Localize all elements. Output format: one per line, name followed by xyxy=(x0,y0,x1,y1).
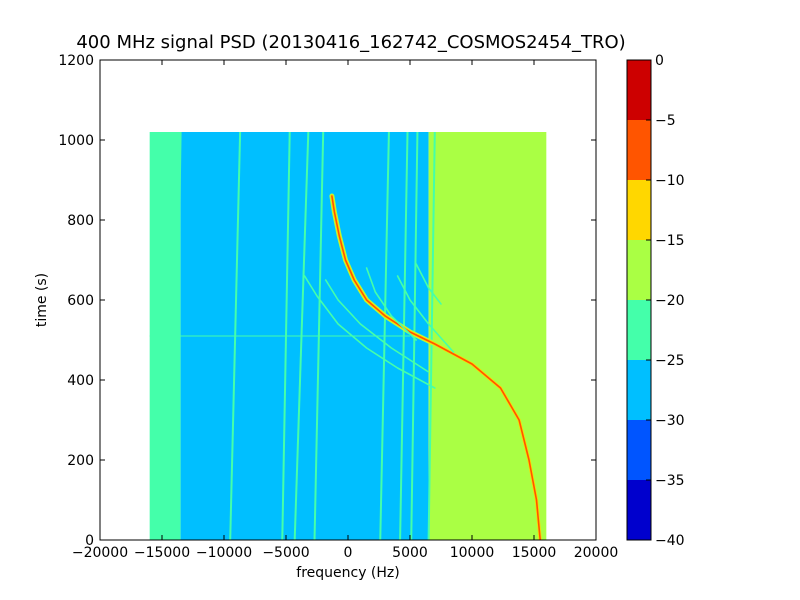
x-tick-label: 0 xyxy=(344,545,353,561)
colorbar-level xyxy=(627,360,651,420)
y-axis-label: time (s) xyxy=(34,273,50,327)
y-axis: 0 200 400 600 800 1000 1200 xyxy=(58,53,596,549)
x-tick-label: −10000 xyxy=(196,545,252,561)
chart-title: 400 MHz signal PSD (20130416_162742_COSM… xyxy=(76,32,625,53)
x-axis: −20000 −15000 −10000 −5000 0 5000 10000 15000 20… xyxy=(72,60,618,561)
colorbar-tick-label: −40 xyxy=(655,533,685,549)
colorbar-tick-label: −20 xyxy=(655,293,685,309)
y-tick-label: 1200 xyxy=(58,53,94,69)
faint-trace-2 xyxy=(324,279,430,373)
colorbar: 0 −5 −10 −15 −20 −25 −30 −35 −40 xyxy=(626,53,685,549)
vertical-signal-line xyxy=(427,132,436,540)
colorbar-tick-label: −25 xyxy=(655,353,685,369)
faint-trace-4 xyxy=(415,263,442,305)
heatmap-band xyxy=(428,132,547,540)
colorbar-tick-label: −5 xyxy=(655,113,676,129)
colorbar-level xyxy=(627,420,651,480)
faint-trace-5 xyxy=(365,267,417,341)
x-tick-label: 20000 xyxy=(574,545,619,561)
colorbar-tick-label: −10 xyxy=(655,173,685,189)
x-tick-label: −5000 xyxy=(262,545,309,561)
colorbar-level xyxy=(627,60,651,120)
x-tick-label: −20000 xyxy=(72,545,128,561)
colorbar-tick-label: 0 xyxy=(655,53,664,69)
x-tick-label: 10000 xyxy=(450,545,495,561)
colorbar-level xyxy=(627,480,651,540)
x-axis-label: frequency (Hz) xyxy=(296,565,399,581)
strong-doppler-trace xyxy=(331,195,541,540)
colorbar-level xyxy=(627,240,651,300)
colorbar-level xyxy=(627,300,651,360)
faint-trace-3 xyxy=(396,275,455,353)
colorbar-tick-label: −35 xyxy=(655,473,685,489)
colorbar-tick-label: −15 xyxy=(655,233,685,249)
y-tick-label: 600 xyxy=(67,293,94,309)
y-tick-label: 1000 xyxy=(58,133,94,149)
x-tick-label: 15000 xyxy=(512,545,557,561)
colorbar-level xyxy=(627,120,651,180)
heatmap-area xyxy=(149,132,547,540)
y-tick-label: 800 xyxy=(67,213,94,229)
y-tick-label: 400 xyxy=(67,373,94,389)
y-tick-label: 200 xyxy=(67,453,94,469)
x-tick-label: 5000 xyxy=(392,545,428,561)
y-tick-label: 0 xyxy=(85,533,94,549)
colorbar-tick-label: −30 xyxy=(655,413,685,429)
colorbar-level xyxy=(627,180,651,240)
x-tick-label: −15000 xyxy=(134,545,190,561)
faint-trace-1 xyxy=(303,275,436,389)
